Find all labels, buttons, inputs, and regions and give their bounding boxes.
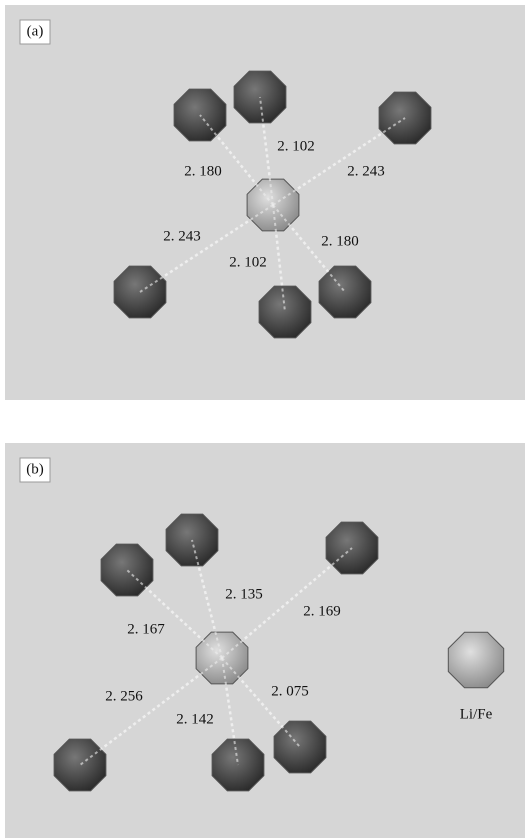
bond-length-label: 2. 169 [303,603,341,619]
bond-length-label: 2. 167 [127,621,165,637]
bond-length-label: 2. 180 [321,233,359,249]
panel-label: (b) [26,461,44,477]
bond-length-label: 2. 102 [277,138,315,154]
bond-length-label: 2. 256 [105,688,143,704]
bond-length-label: 2. 142 [176,711,214,727]
bond-length-label: 2. 135 [225,586,263,602]
figure: (a) (b) 2. 180 2. 102 2. 243 2. 243 2. 102 2.… [0,0,530,840]
bond-length-label: 2. 102 [229,254,267,270]
legend-label: Li/Fe [460,706,493,722]
bond-length-label: 2. 180 [184,163,222,179]
panel-label: (a) [27,23,44,39]
bond-length-label: 2. 243 [163,228,201,244]
bond-length-label: 2. 075 [271,683,309,699]
legend-atom [448,632,503,687]
bond-length-label: 2. 243 [347,163,385,179]
